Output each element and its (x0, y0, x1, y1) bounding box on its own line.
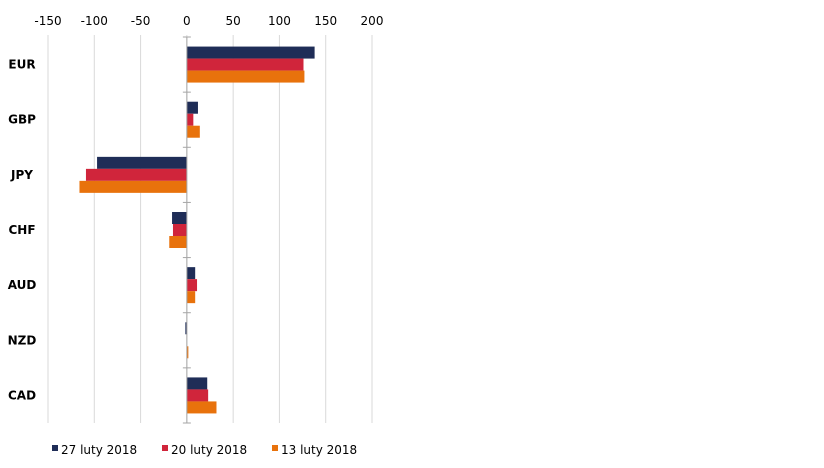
gridlines (47, 35, 373, 423)
category-labels: EUR GBP JPY CHF AUD NZD CAD (8, 58, 37, 403)
x-tick-label: 150 (314, 14, 337, 28)
category-label: JPY (10, 168, 33, 182)
bar-gbp-3 (186, 125, 200, 138)
x-axis-tick-labels: -150 -100 -50 0 50 100 150 200 (34, 14, 383, 28)
category-label: AUD (8, 278, 37, 292)
bars (79, 46, 315, 414)
bar-eur-3 (186, 70, 305, 83)
bar-chf-2 (172, 224, 187, 236)
bar-chf-3 (169, 236, 187, 248)
bar-jpy-2 (85, 168, 187, 181)
bar-aud-1 (186, 267, 196, 280)
legend-label: 27 luty 2018 (61, 443, 137, 457)
x-tick-label: 200 (361, 14, 384, 28)
category-label: CAD (8, 388, 36, 402)
legend-swatch (162, 445, 168, 451)
x-tick-label: 50 (226, 14, 241, 28)
zero-axis (182, 36, 191, 424)
x-tick-label: -100 (81, 14, 108, 28)
category-label: EUR (8, 58, 35, 72)
category-label: CHF (8, 223, 35, 237)
bar-cad-1 (186, 377, 208, 390)
bar-cad-3 (186, 401, 217, 414)
legend-swatch (272, 445, 278, 451)
category-label: NZD (8, 333, 37, 347)
bar-jpy-1 (97, 156, 187, 169)
bar-chf-1 (172, 212, 187, 224)
legend-label: 20 luty 2018 (171, 443, 247, 457)
bar-nzd-3 (186, 346, 189, 359)
bar-aud-3 (186, 291, 196, 304)
bar-aud-2 (186, 279, 198, 292)
legend-label: 13 luty 2018 (281, 443, 357, 457)
bar-nzd-1 (185, 322, 187, 335)
bar-gbp-1 (186, 101, 198, 114)
category-label: GBP (8, 113, 36, 127)
legend-swatch (52, 445, 58, 451)
bar-eur-2 (186, 58, 304, 71)
x-tick-label: -50 (131, 14, 151, 28)
x-tick-label: 100 (268, 14, 291, 28)
bar-cad-2 (186, 389, 209, 402)
bar-eur-1 (186, 46, 315, 59)
x-tick-label: -150 (34, 14, 61, 28)
bar-jpy-3 (79, 180, 187, 193)
x-tick-label: 0 (183, 14, 191, 28)
legend: 27 luty 2018 20 luty 2018 13 luty 2018 (52, 443, 357, 457)
bar-gbp-2 (186, 113, 194, 126)
